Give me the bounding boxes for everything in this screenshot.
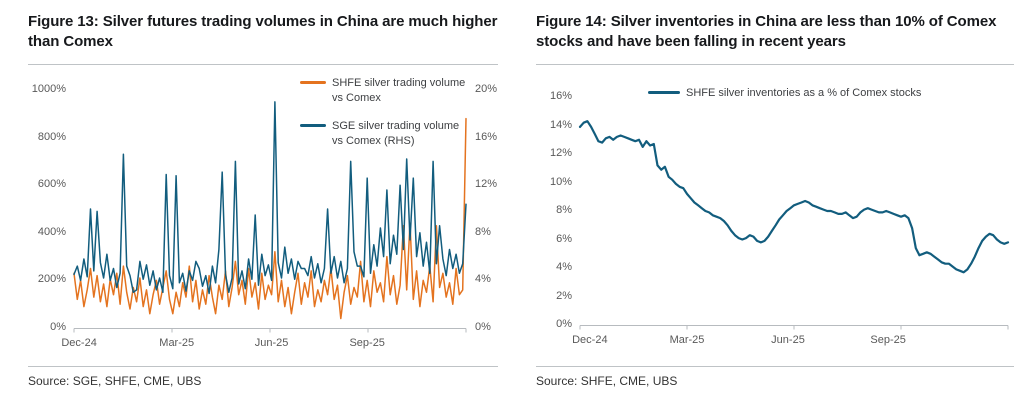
legend-item: SHFE silver inventories as a % of Comex … (648, 86, 921, 101)
figure14-title: Figure 14: Silver inventories in China a… (536, 13, 997, 50)
y-axis-label-left: 600% (37, 178, 66, 191)
figure14-source-divider (536, 366, 1014, 367)
figure14-chart: 0% 2% 4% 6% 8% 10% 12% 14% 16% Dec-24 Mar-25 Jun-25… (536, 74, 1014, 366)
y-axis-label-left: 12% (549, 147, 572, 159)
y-axis-label-left: 1000% (31, 83, 66, 95)
figure14-legend: SHFE silver inventories as a % of Comex … (648, 86, 921, 101)
figure13-title: Figure 13: Silver futures trading volume… (28, 13, 498, 50)
y-axis-label-left: 200% (37, 273, 66, 286)
y-axis-label-left: 10% (549, 175, 572, 188)
y-axis-label-left: 400% (37, 225, 66, 238)
x-axis-label: Mar-25 (669, 334, 705, 346)
x-axis-label: Sep-25 (349, 337, 385, 349)
x-axis-label: Dec-24 (572, 334, 608, 346)
legend-line-swatch (300, 123, 326, 127)
figure13-plot (73, 101, 467, 333)
y-axis-label-left: 6% (556, 232, 572, 245)
x-axis-label: Mar-25 (159, 337, 195, 349)
y-axis-label-left: 0% (50, 321, 66, 333)
figure13-panel: Figure 13: Silver futures trading volume… (28, 10, 498, 402)
y-axis-label-left: 14% (549, 118, 572, 131)
y-axis-label-right: 8% (475, 225, 491, 238)
x-axis-label: Sep-25 (870, 334, 906, 346)
x-axis-label: Jun-25 (254, 337, 289, 349)
figure13-source: Source: SGE, SHFE, CME, UBS (28, 374, 202, 388)
x-axis-label: Jun-25 (771, 334, 805, 346)
y-axis-label-left: 16% (549, 90, 572, 102)
y-axis-label-left: 4% (556, 261, 572, 273)
y-axis-label-left: 0% (556, 318, 572, 330)
figure14-source: Source: SHFE, CME, UBS (536, 374, 678, 388)
figure14-title-divider (536, 64, 1014, 65)
figure13-legend: SHFE silver trading volume vs Comex SGE s… (300, 76, 472, 148)
y-axis-label-right: 12% (475, 178, 498, 191)
x-axis-label: Dec-24 (61, 337, 97, 349)
legend-line-swatch (300, 81, 326, 84)
legend-label: SGE silver trading volume vs Comex (RHS) (332, 119, 460, 147)
y-axis-label-left: 800% (37, 130, 66, 143)
y-axis-label-right: 0% (475, 321, 491, 333)
figure14-panel: Figure 14: Silver inventories in China a… (536, 10, 1014, 402)
legend-label: SHFE silver inventories as a % of Comex … (686, 87, 922, 99)
y-axis-label-left: 2% (556, 289, 572, 302)
legend-item: SHFE silver trading volume vs Comex (300, 76, 472, 106)
y-axis-label-right: 20% (475, 83, 498, 95)
legend-line-swatch (648, 91, 680, 94)
figure13-chart: 0% 200% 400% 600% 800% 1000% 0% 4% 8% 12% 16% 20% De… (28, 74, 498, 366)
y-axis-label-right: 16% (475, 130, 498, 143)
y-axis-label-right: 4% (475, 273, 491, 286)
y-axis-label-left: 8% (556, 204, 572, 216)
figure13-source-divider (28, 366, 498, 367)
legend-item: SGE silver trading volume vs Comex (RHS) (300, 119, 472, 149)
figure13-title-divider (28, 64, 498, 65)
legend-label: SHFE silver trading volume vs Comex (332, 77, 466, 104)
figure14-plot (578, 120, 1010, 330)
